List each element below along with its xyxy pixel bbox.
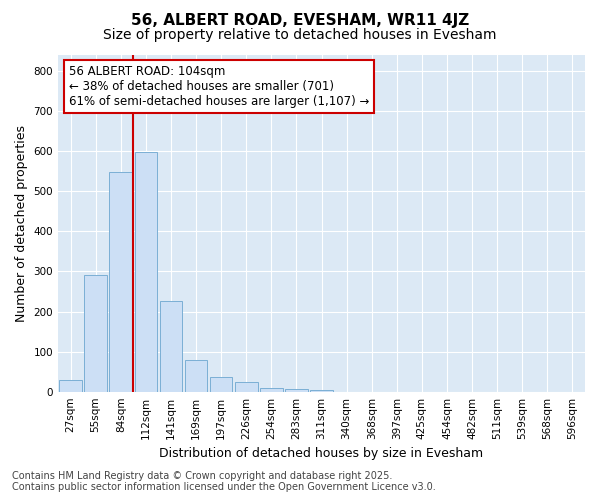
Bar — [109, 172, 132, 392]
Bar — [260, 388, 283, 392]
Bar — [235, 382, 257, 392]
Y-axis label: Number of detached properties: Number of detached properties — [15, 125, 28, 322]
Text: Size of property relative to detached houses in Evesham: Size of property relative to detached ho… — [103, 28, 497, 42]
X-axis label: Distribution of detached houses by size in Evesham: Distribution of detached houses by size … — [160, 447, 484, 460]
Text: 56, ALBERT ROAD, EVESHAM, WR11 4JZ: 56, ALBERT ROAD, EVESHAM, WR11 4JZ — [131, 12, 469, 28]
Bar — [310, 390, 333, 392]
Text: Contains HM Land Registry data © Crown copyright and database right 2025.
Contai: Contains HM Land Registry data © Crown c… — [12, 471, 436, 492]
Bar — [185, 360, 208, 392]
Bar — [85, 274, 107, 392]
Bar — [285, 389, 308, 392]
Text: 56 ALBERT ROAD: 104sqm
← 38% of detached houses are smaller (701)
61% of semi-de: 56 ALBERT ROAD: 104sqm ← 38% of detached… — [68, 65, 369, 108]
Bar — [134, 152, 157, 392]
Bar — [160, 301, 182, 392]
Bar — [210, 377, 232, 392]
Bar — [59, 380, 82, 392]
